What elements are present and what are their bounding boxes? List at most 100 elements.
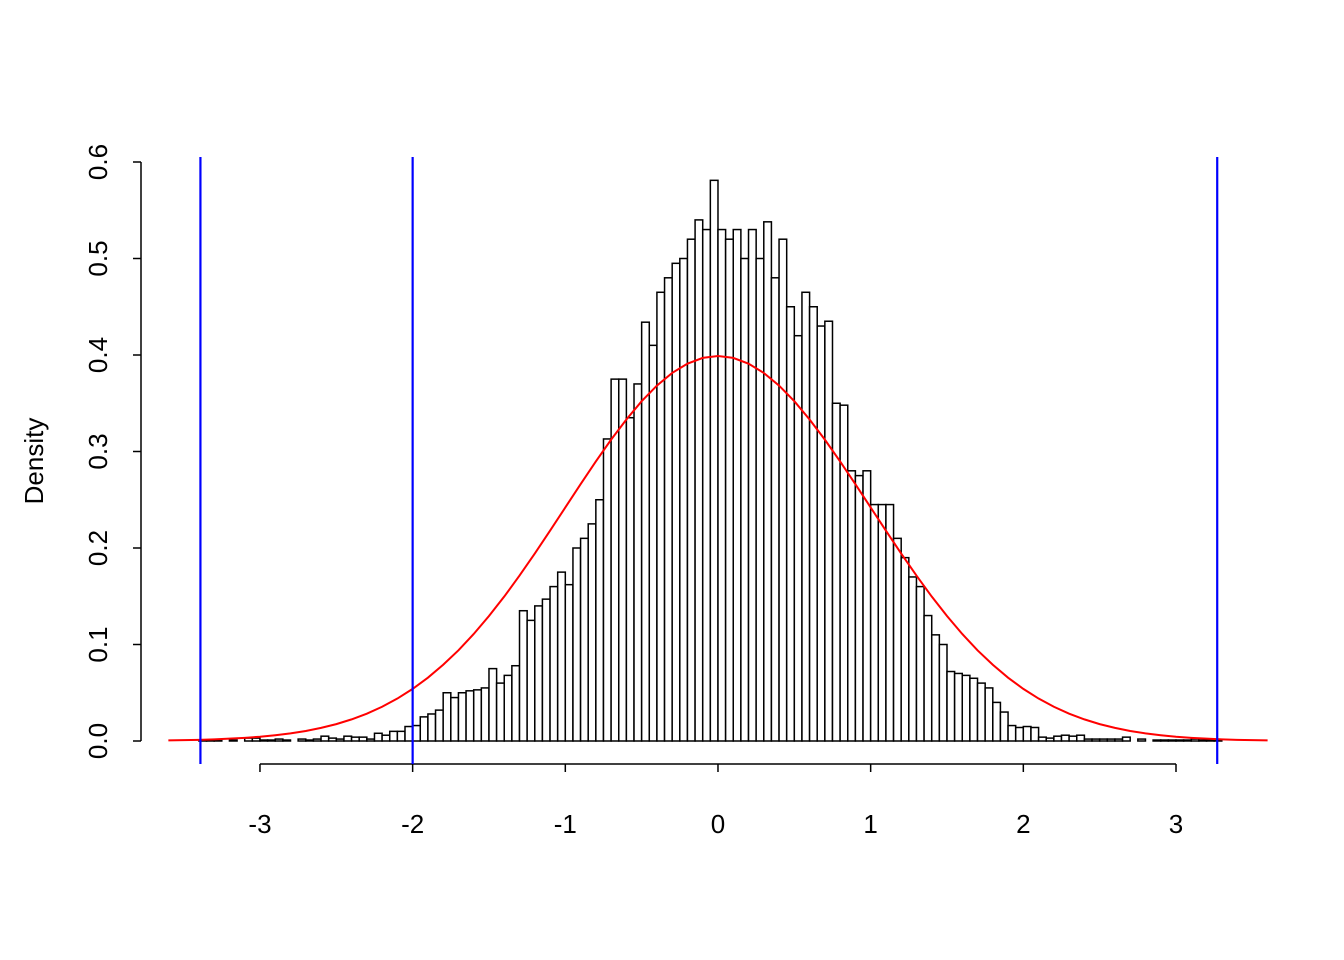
bar (1098, 738, 1109, 742)
bar (564, 583, 574, 742)
x-tick-label: 3 (1169, 809, 1183, 839)
bar (732, 228, 742, 742)
bar (877, 503, 887, 742)
x-tick-label: 2 (1016, 809, 1030, 839)
bar (740, 257, 750, 742)
bar (297, 738, 307, 742)
bar (259, 739, 269, 742)
bar (381, 734, 391, 742)
bar (1190, 738, 1200, 742)
y-tick-label: 0.3 (83, 433, 113, 469)
bar (465, 690, 475, 742)
bar (274, 738, 284, 742)
bar (480, 687, 490, 742)
bar (579, 537, 589, 742)
bar (900, 556, 910, 742)
bar (587, 523, 597, 742)
bar (358, 736, 368, 742)
bar (625, 416, 635, 742)
y-tick-label: 0.5 (83, 240, 113, 276)
bar (1198, 739, 1208, 742)
bar (1175, 739, 1185, 742)
bar (854, 474, 864, 742)
bar (816, 325, 826, 742)
bar (961, 674, 971, 742)
bar (976, 682, 986, 742)
bar (1060, 734, 1070, 742)
bar (1053, 735, 1063, 742)
bar (953, 672, 964, 742)
bar (992, 701, 1002, 742)
bar (450, 696, 460, 742)
bar (1205, 739, 1215, 742)
x-tick-label: -2 (401, 809, 424, 839)
bar (1091, 738, 1101, 742)
bar (694, 219, 704, 742)
y-tick-label: 0.1 (83, 626, 113, 662)
bar (1182, 739, 1193, 742)
bar (1007, 724, 1017, 742)
bar (847, 470, 857, 742)
bar (724, 238, 735, 742)
bar (472, 689, 483, 742)
bar (1037, 736, 1047, 742)
y-tick-label: 0.4 (83, 337, 113, 373)
bar (717, 228, 727, 742)
bar (366, 738, 376, 742)
bar (778, 238, 788, 742)
bar (923, 614, 933, 742)
bar (518, 609, 528, 742)
y-tick-label: 0.2 (83, 530, 113, 566)
bar (747, 228, 757, 742)
bar (938, 643, 948, 742)
bar (511, 664, 521, 742)
bar (320, 735, 330, 742)
bar (908, 576, 918, 742)
bar (808, 306, 818, 742)
bar (663, 277, 673, 742)
bar (999, 711, 1009, 742)
bar (312, 738, 322, 742)
bar (434, 709, 444, 742)
bar (526, 619, 536, 742)
bar (892, 537, 902, 742)
bar (282, 739, 292, 742)
bar (350, 736, 360, 742)
bar (1152, 739, 1162, 742)
bar (862, 470, 872, 742)
bar (1083, 738, 1093, 742)
bar (373, 732, 383, 742)
bar (396, 730, 406, 742)
bar (701, 228, 712, 742)
bar (457, 692, 467, 742)
bar (503, 674, 513, 742)
bar (1045, 737, 1055, 742)
bar (824, 320, 834, 742)
bar (1114, 738, 1124, 742)
density-curve (168, 355, 1268, 742)
bar (1022, 725, 1032, 742)
bar (556, 571, 567, 742)
y-tick-label: 0.6 (83, 144, 113, 180)
bar (869, 503, 880, 742)
bar (1068, 735, 1078, 742)
bar (541, 598, 551, 742)
bar (419, 716, 429, 742)
bar (427, 713, 437, 742)
bar (534, 605, 544, 742)
bar (984, 687, 994, 742)
bar (915, 585, 925, 742)
x-tick-label: -1 (554, 809, 577, 839)
bar (305, 739, 315, 742)
y-axis-label: Density (19, 418, 49, 505)
bar (1014, 726, 1025, 742)
bar (633, 383, 643, 742)
bar (1137, 738, 1147, 742)
bar (709, 179, 719, 742)
bar (228, 739, 238, 742)
bar (335, 738, 345, 742)
bar (969, 677, 979, 742)
bar (488, 667, 498, 742)
bar (442, 692, 452, 742)
bar (266, 739, 276, 742)
